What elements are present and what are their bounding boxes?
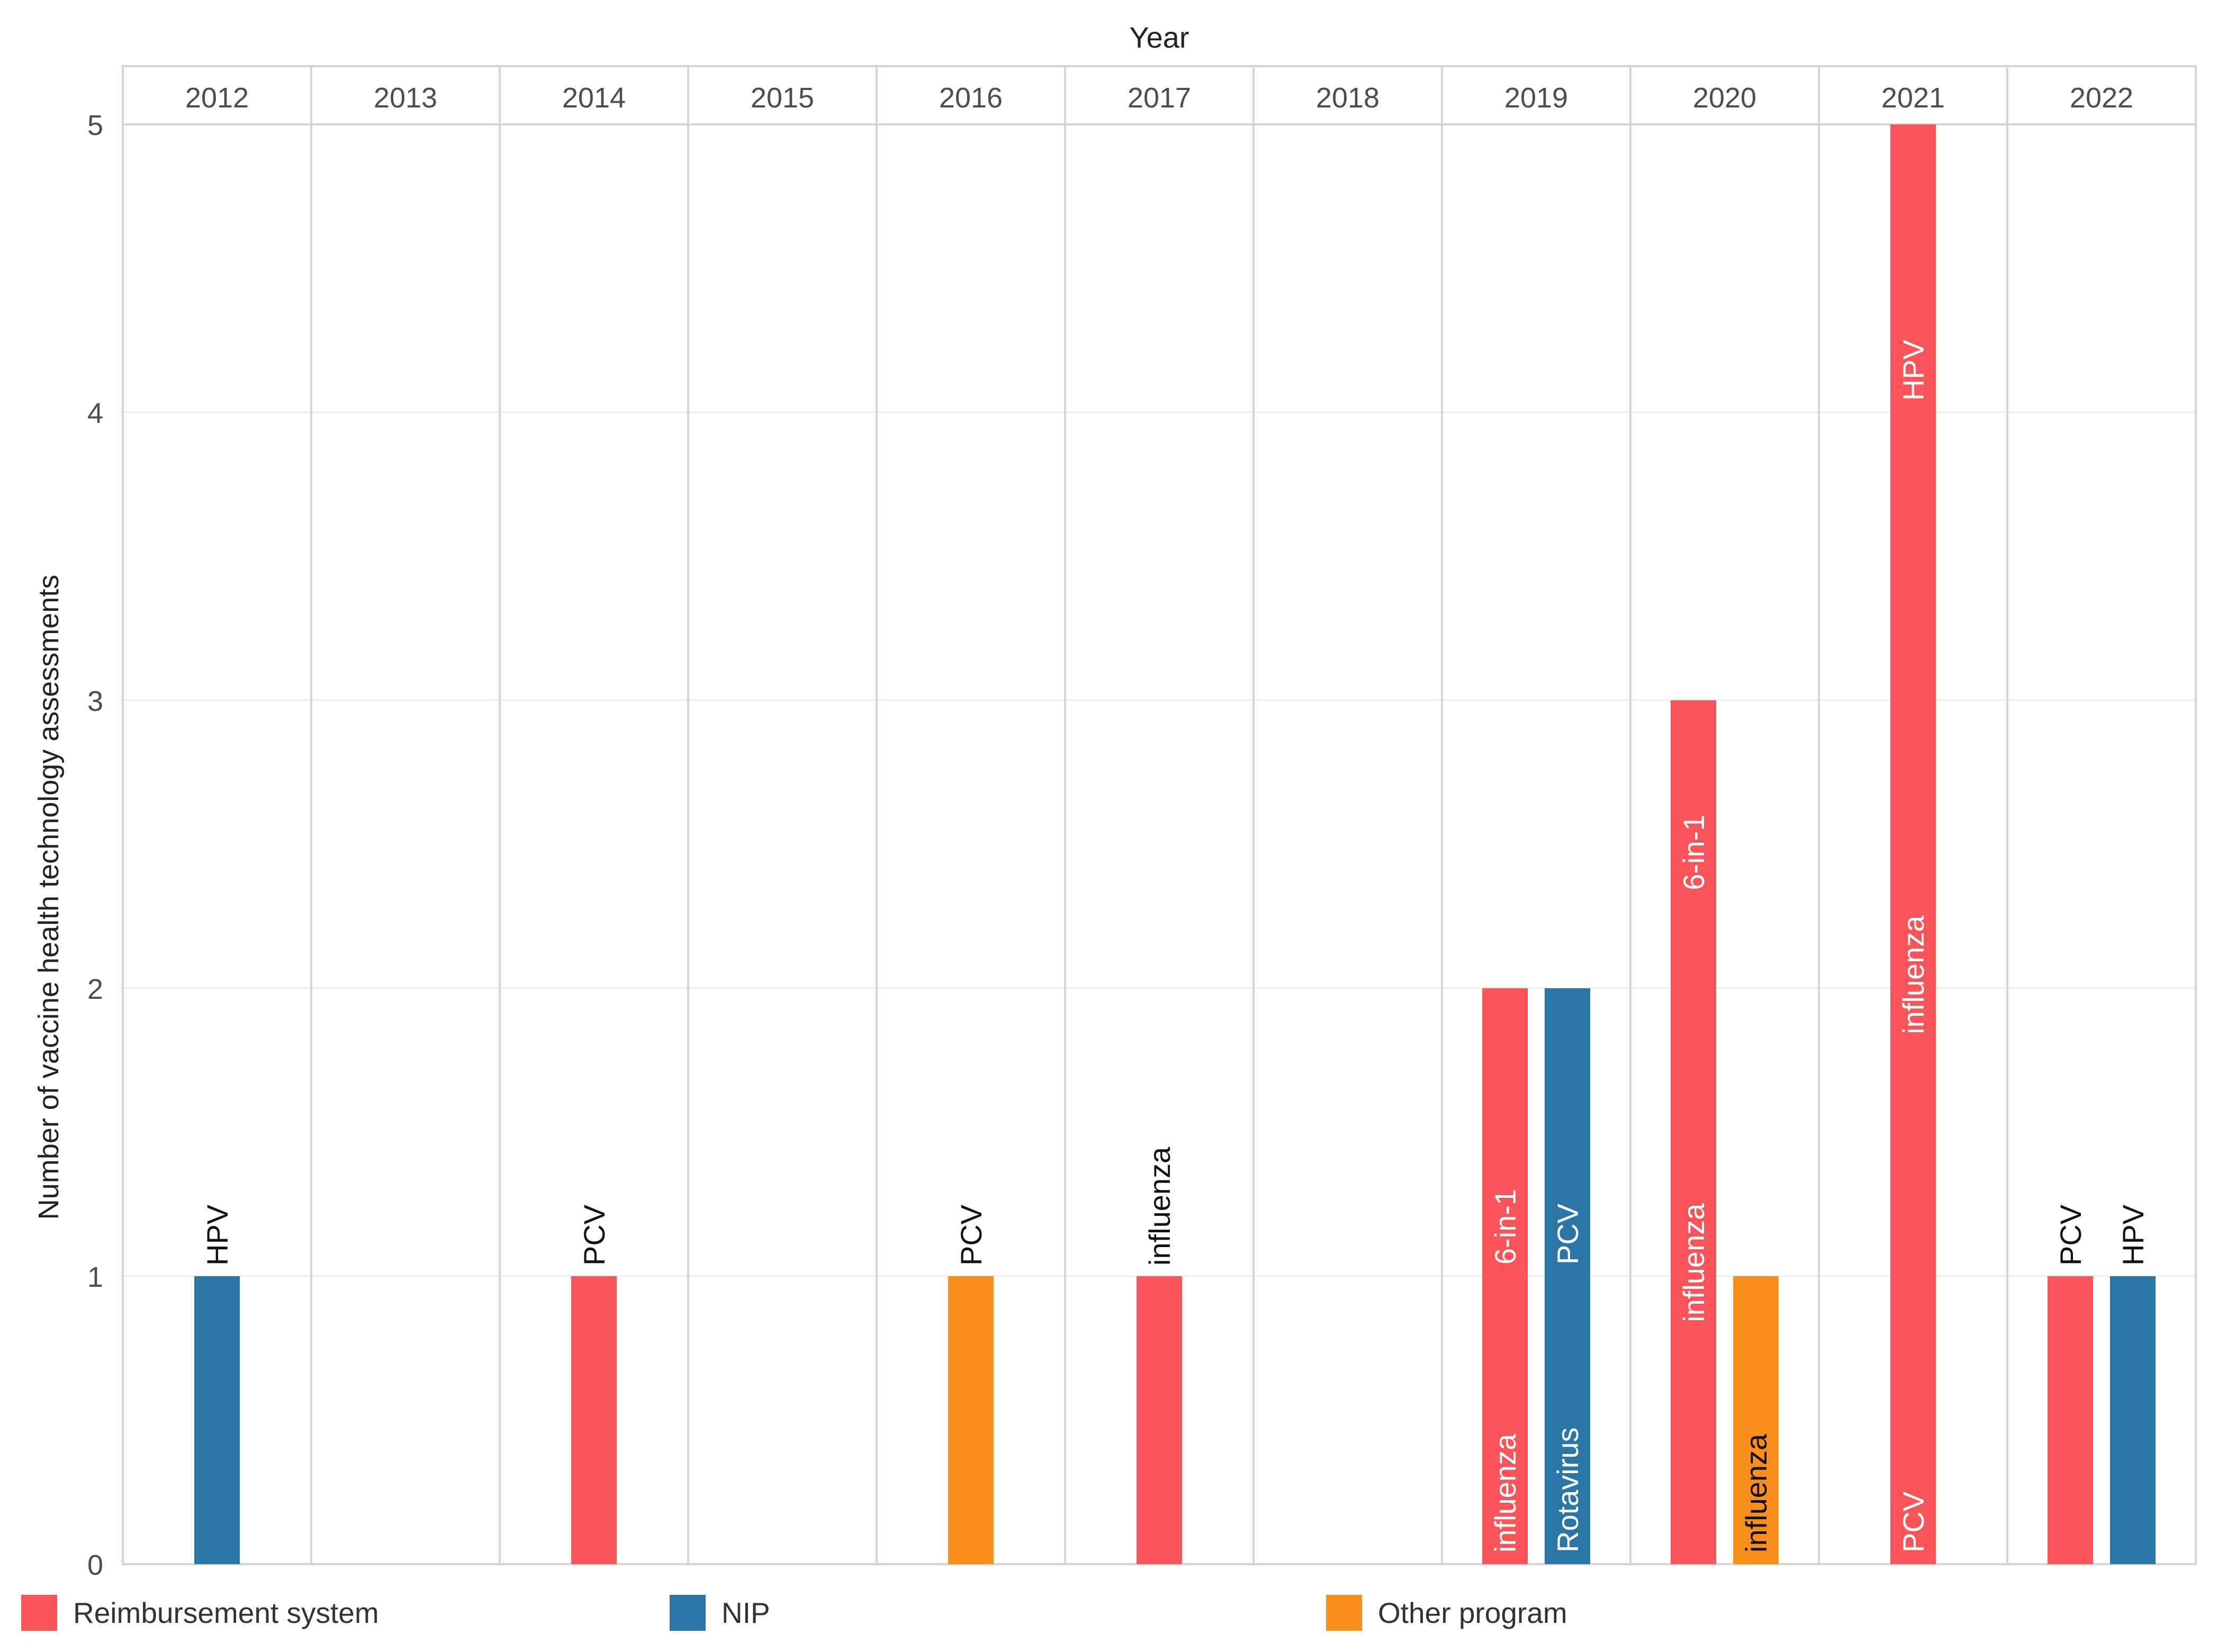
bar-label-2014-0-0: PCV [578,1204,611,1266]
facet-panels: 2012 2013 2014 2015 2016 2017 2018 2019 2020 2021… [122,65,2197,1565]
legend-swatch-other [1326,1595,1362,1631]
bar-label-2019-1-1: PCV [1551,1203,1584,1265]
legend-swatch-nip [670,1595,706,1631]
legend-label-nip: NIP [722,1596,770,1629]
facet-label: Year [1129,21,1189,54]
facet-strip-label-2016: 2016 [939,82,1003,114]
bar-label-2012-0-0: HPV [201,1204,234,1266]
y-tick-label-1: 1 [87,1261,103,1293]
bar-2020-1 [1733,1276,1779,1564]
legend-swatch-reimbursement [21,1595,57,1631]
y-tick-label-2: 2 [87,973,103,1005]
bar-2016-0 [948,1276,994,1564]
y-axis-ticks: 0 1 2 3 4 5 [87,110,103,1581]
bar-2021-0 [1890,124,1936,1564]
bar-label-2020-0-0: influenza [1677,1203,1710,1322]
bar-2014-0 [571,1276,617,1564]
facet-strip-label-2017: 2017 [1128,82,1191,114]
bar-2017-0 [1137,1276,1182,1564]
y-tick-label-4: 4 [87,398,103,429]
bar-label-2020-1-0: influenza [1739,1433,1773,1552]
bars [194,124,2156,1564]
bar-2019-1 [1545,988,1590,1564]
bar-label-2019-0-1: 6-in-1 [1489,1189,1522,1265]
bar-2022-1 [2110,1276,2156,1564]
bar-2012-0 [194,1276,240,1564]
facet-strip-label-2014: 2014 [562,82,626,114]
facet-panel-2019 [1441,123,1631,1565]
bar-label-2021-0-2: HPV [1897,339,1930,401]
y-tick-label-5: 5 [87,110,103,141]
facet-panel-2022 [2006,123,2197,1565]
bar-label-2021-0-1: influenza [1897,915,1930,1034]
legend-label-other: Other program [1378,1596,1567,1629]
bar-label-2022-1-0: HPV [2116,1204,2150,1266]
facet-panel-2015 [687,123,878,1565]
legend-other: Other program [1326,1594,1567,1631]
facet-strip-label-2018: 2018 [1316,82,1380,114]
y-tick-label-3: 3 [87,685,103,717]
facet-strip-label-2013: 2013 [374,82,437,114]
bar-label-2016-0-0: PCV [954,1204,988,1266]
y-axis-label: Number of vaccine health technology asse… [33,575,65,1220]
facet-strip-label-2015: 2015 [751,82,814,114]
facet-strip-label-2022: 2022 [2070,82,2133,114]
facet-strip-label-2012: 2012 [185,82,249,114]
bar-2020-0 [1671,700,1716,1564]
facet-strip-label-2021: 2021 [1881,82,1945,114]
bar-label-2022-0-0: PCV [2054,1204,2087,1266]
facet-panel-2020 [1629,123,1820,1565]
bar-label-2019-1-0: Rotavirus [1551,1427,1584,1552]
bar-2019-0 [1482,988,1528,1564]
bar-label-2019-0-0: influenza [1489,1433,1522,1552]
legend-nip: NIP [670,1594,770,1631]
facet-panel-2013 [310,123,501,1565]
facet-strip-label-2019: 2019 [1504,82,1568,114]
bar-2022-0 [2048,1276,2093,1564]
bar-labels: HPV PCV PCV influenza influenza 6-in-1 Rotavir… [201,339,2150,1552]
facet-panel-2018 [1252,123,1443,1565]
legend-label-reimbursement: Reimbursement system [73,1596,379,1629]
facet-strip-label-2020: 2020 [1693,82,1756,114]
y-tick-label-0: 0 [87,1549,103,1581]
legend-reimbursement: Reimbursement system [21,1594,379,1631]
bar-label-2021-0-0: PCV [1897,1491,1930,1552]
bar-label-2020-0-1: 6-in-1 [1677,815,1710,890]
bar-label-2017-0-0: influenza [1143,1147,1176,1266]
